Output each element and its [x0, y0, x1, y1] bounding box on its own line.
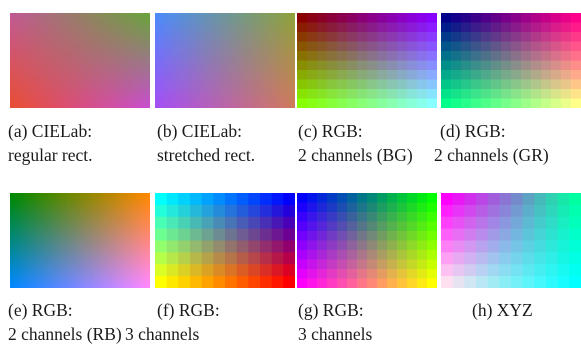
panel-e-caption: (e) RGB: 2 channels (RB)	[8, 298, 122, 346]
panel-c-image	[297, 13, 437, 108]
panel-c-caption-line2: 2 channels (BG)	[298, 145, 413, 165]
panel-b-caption-line2: stretched rect.	[157, 145, 256, 165]
panel-h-caption: (h) XYZ	[472, 298, 533, 322]
panel-d-gradient	[441, 13, 581, 108]
panel-b-caption: (b) CIELab: stretched rect.	[157, 119, 255, 167]
panel-g-caption-line1: (g) RGB:	[298, 300, 364, 320]
panel-f-image	[155, 193, 295, 288]
panel-c-gradient	[297, 13, 437, 108]
panel-f-caption-line1: (f) RGB:	[157, 300, 220, 320]
panel-e-gradient	[10, 193, 150, 288]
panel-b-caption-line1: (b) CIELab:	[157, 121, 243, 141]
panel-a-caption-line1: (a) CIELab:	[8, 121, 93, 141]
panel-a-image	[10, 13, 150, 108]
panel-h-image	[441, 193, 581, 288]
panel-g-gradient	[297, 193, 437, 288]
panel-d-image	[441, 13, 581, 108]
panel-d-caption-line2: 2 channels (GR)	[434, 145, 549, 165]
panel-a-gradient	[10, 13, 150, 108]
panel-a-caption-line2: regular rect.	[8, 145, 93, 165]
panel-e-image	[10, 193, 150, 288]
panel-g-caption-line2: 3 channels	[298, 324, 373, 344]
panel-f-caption-line2: 3 channels	[125, 324, 200, 344]
panel-h-caption-line1: (h) XYZ	[472, 300, 533, 320]
panel-g-image	[297, 193, 437, 288]
panel-b-image	[155, 13, 295, 108]
panel-h-gradient	[441, 193, 581, 288]
panel-b-gradient	[155, 13, 295, 108]
panel-c-caption: (c) RGB: 2 channels (BG)	[298, 119, 413, 167]
panel-f-gradient	[155, 193, 295, 288]
panel-g-caption: (g) RGB: 3 channels	[298, 298, 372, 346]
panel-d-caption: (d) RGB: 2 channels (GR)	[434, 119, 549, 167]
panel-c-caption-line1: (c) RGB:	[298, 121, 363, 141]
panel-a-caption: (a) CIELab: regular rect.	[8, 119, 93, 167]
panel-e-caption-line1: (e) RGB:	[8, 300, 73, 320]
panel-e-caption-line2: 2 channels (RB)	[8, 324, 122, 344]
panel-d-caption-line1: (d) RGB:	[440, 121, 506, 141]
panel-f-caption: (f) RGB: 3 channels	[125, 298, 220, 346]
